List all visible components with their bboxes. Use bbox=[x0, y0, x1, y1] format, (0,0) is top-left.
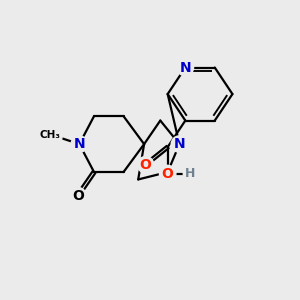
Text: N: N bbox=[174, 137, 185, 151]
Circle shape bbox=[171, 136, 188, 152]
Text: N: N bbox=[74, 137, 85, 151]
Text: O: O bbox=[140, 158, 152, 172]
Circle shape bbox=[70, 188, 86, 204]
Text: O: O bbox=[162, 167, 174, 181]
Circle shape bbox=[38, 123, 62, 148]
Text: O: O bbox=[72, 189, 84, 202]
Circle shape bbox=[137, 157, 154, 173]
Text: CH₃: CH₃ bbox=[39, 130, 60, 140]
Circle shape bbox=[183, 167, 196, 180]
Circle shape bbox=[159, 165, 176, 182]
Text: H: H bbox=[184, 167, 195, 180]
Text: N: N bbox=[179, 61, 191, 75]
Circle shape bbox=[177, 59, 194, 76]
Circle shape bbox=[71, 136, 88, 152]
